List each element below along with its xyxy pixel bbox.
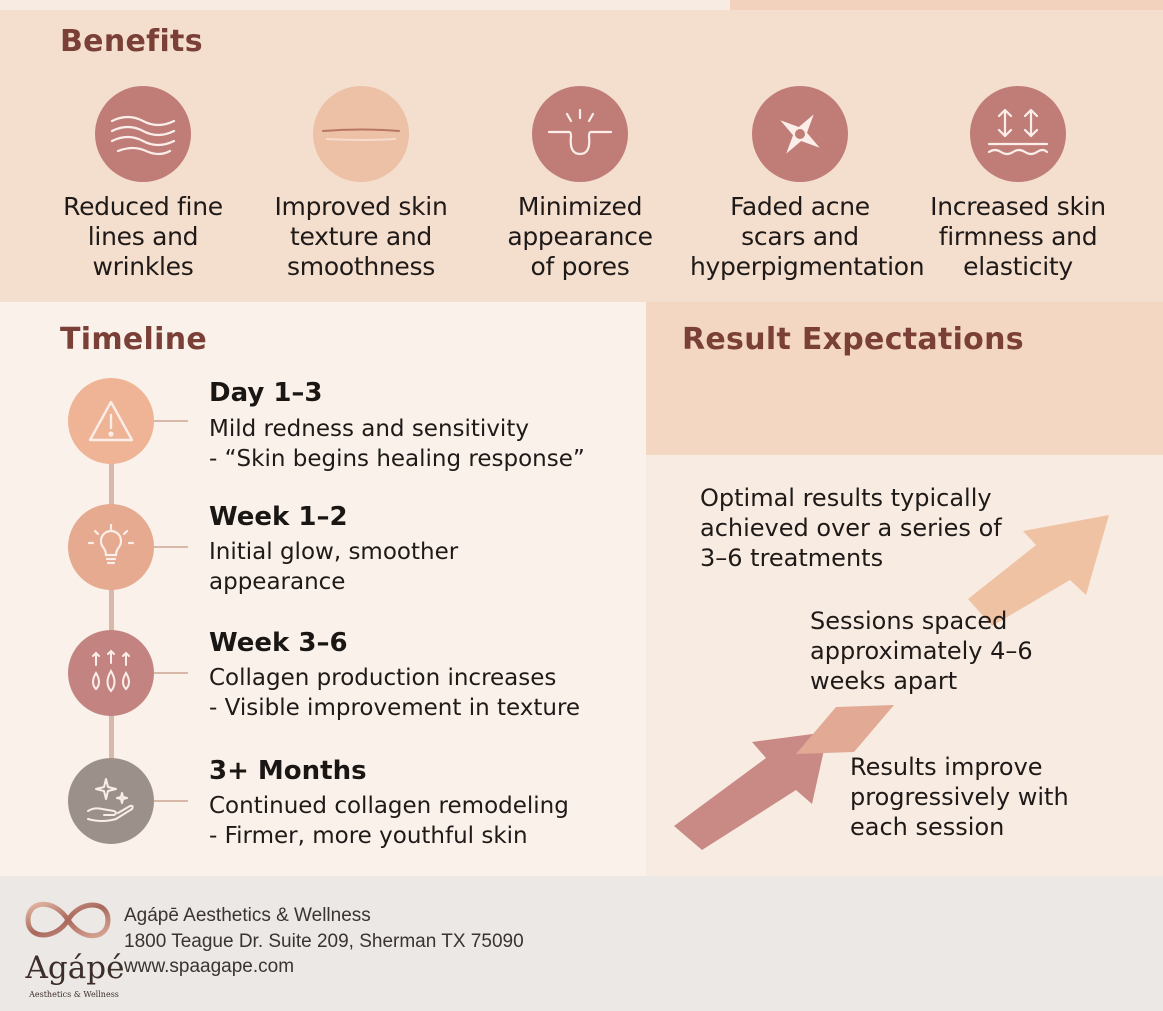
timeline-heading: Day 1–3 <box>209 378 323 408</box>
logo-tagline: Aesthetics & Wellness <box>29 990 119 999</box>
timeline-heading: 3+ Months <box>209 756 367 786</box>
logo-wordmark: Agápé <box>25 950 125 986</box>
infinity-logo-icon <box>25 901 111 939</box>
benefit-label: Faded acne scars and hyperpigmentation <box>690 192 925 281</box>
result-note: Optimal results typically achieved over … <box>700 484 1002 572</box>
wavy-lines-icon <box>95 86 191 182</box>
pore-icon <box>532 86 628 182</box>
result-note: Results improve progressively with each … <box>850 753 1069 841</box>
timeline-description: Mild redness and sensitivity - “Skin beg… <box>209 416 585 472</box>
droplets-icon <box>68 630 154 716</box>
timeline-tick <box>154 800 188 802</box>
benefit-label: Increased skin firmness and elasticity <box>930 192 1106 281</box>
lift-arrows-icon <box>970 86 1066 182</box>
results-title: Result Expectations <box>682 322 1024 357</box>
benefit-item: Minimized appearance of pores <box>470 86 690 282</box>
business-name: Agápē Aesthetics & Wellness <box>124 905 371 926</box>
business-address: 1800 Teague Dr. Suite 209, Sherman TX 75… <box>124 931 524 952</box>
progress-arrows-graphic <box>674 515 1109 850</box>
timeline-description: Collagen production increases - Visible … <box>209 665 581 721</box>
lightbulb-icon <box>68 504 154 590</box>
timeline-description: Initial glow, smoother appearance <box>209 539 459 595</box>
timeline-heading: Week 1–2 <box>209 502 348 532</box>
benefit-label: Reduced fine lines and wrinkles <box>63 192 223 281</box>
sparkle-spot-icon <box>752 86 848 182</box>
timeline-tick <box>154 672 188 674</box>
benefit-item: Improved skin texture and smoothness <box>251 86 471 282</box>
results-header-band <box>646 302 1163 455</box>
smooth-line-icon <box>313 86 409 182</box>
timeline-tick <box>154 420 188 422</box>
warning-icon <box>68 378 154 464</box>
hand-sparkle-icon <box>68 758 154 844</box>
benefit-item: Faded acne scars and hyperpigmentation <box>690 86 925 282</box>
timeline-title: Timeline <box>60 322 208 357</box>
benefit-item: Increased skin firmness and elasticity <box>908 86 1128 282</box>
website-link[interactable]: www.spaagape.com <box>124 956 295 977</box>
top-strip-accent <box>730 0 1163 10</box>
result-note: Sessions spaced approximately 4–6 weeks … <box>810 607 1033 695</box>
timeline-heading: Week 3–6 <box>209 628 348 658</box>
brand-logo: Agápé Aesthetics & Wellness <box>16 890 124 1006</box>
timeline-section: Timeline Day 1–3 Mild redness and sensit… <box>0 302 646 876</box>
results-section: Result Expectations Optimal results typi… <box>646 302 1163 876</box>
benefit-label: Improved skin texture and smoothness <box>274 192 448 281</box>
benefits-section: Benefits Reduced fine lines and wrinkles… <box>0 0 1163 302</box>
benefit-label: Minimized appearance of pores <box>507 192 653 281</box>
top-strip <box>0 0 1163 10</box>
timeline-description: Continued collagen remodeling - Firmer, … <box>209 793 569 849</box>
benefit-item: Reduced fine lines and wrinkles <box>33 86 253 282</box>
benefits-title: Benefits <box>60 24 203 59</box>
footer: Agápé Aesthetics & Wellness Agápē Aesthe… <box>0 876 1163 1011</box>
timeline-tick <box>154 546 188 548</box>
